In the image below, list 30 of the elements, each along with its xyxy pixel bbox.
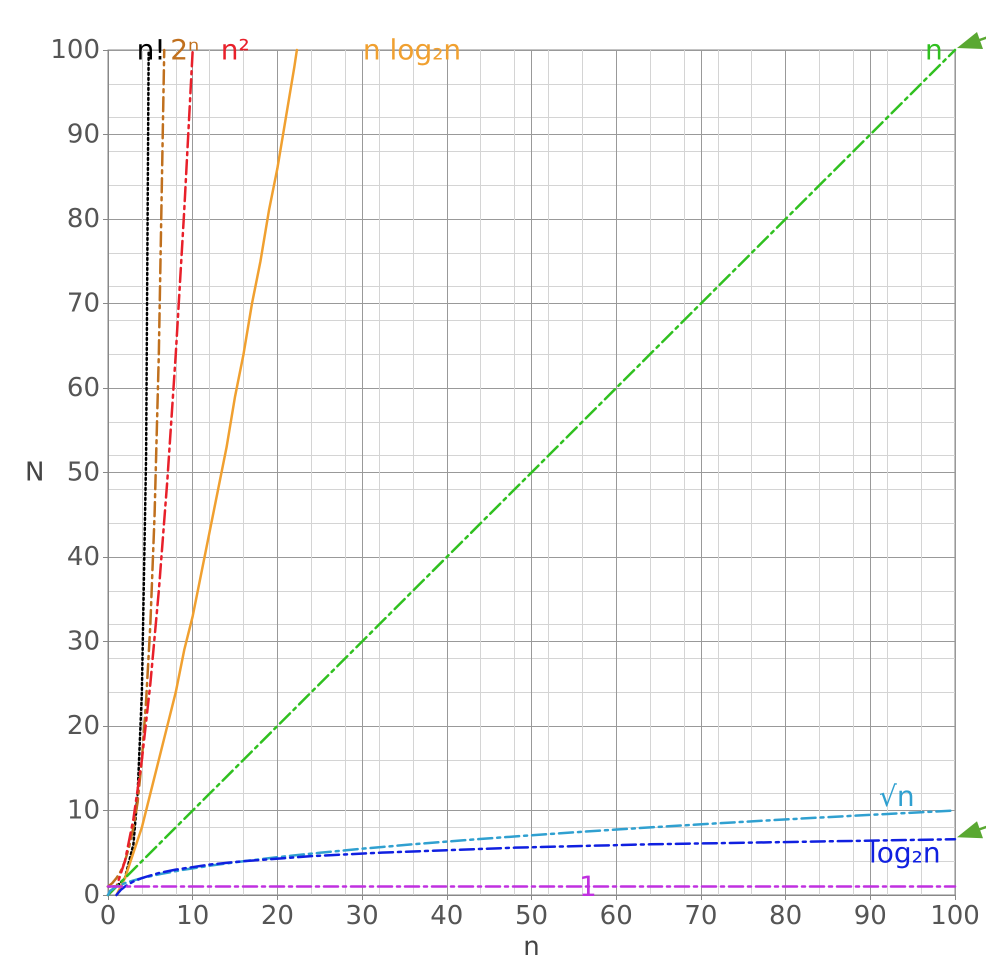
series-label: log₂n	[869, 836, 941, 870]
y-tick-label: 50	[66, 458, 100, 488]
y-tick-label: 60	[66, 373, 100, 403]
y-tick-label: 80	[66, 204, 100, 234]
x-tick-label: 80	[769, 901, 802, 931]
x-tick-label: 50	[514, 901, 548, 931]
y-axis-title: N	[25, 458, 44, 488]
series-label: n²	[220, 34, 250, 66]
x-tick-label: 30	[346, 901, 379, 931]
x-tick-label: 90	[854, 901, 887, 931]
series-label: √n	[879, 780, 915, 813]
x-tick-label: 20	[260, 901, 294, 931]
y-tick-label: 90	[66, 120, 100, 150]
x-tick-label: 70	[684, 901, 718, 931]
series-label: 2ⁿ	[170, 34, 200, 66]
series-label: n	[925, 34, 943, 66]
y-tick-label: 20	[66, 711, 100, 741]
y-tick-label: 10	[66, 796, 100, 826]
y-tick-label: 100	[50, 35, 100, 65]
x-tick-label: 40	[430, 901, 464, 931]
series-label: n!	[136, 34, 166, 66]
x-tick-label: 100	[930, 901, 980, 931]
y-tick-label: 0	[83, 880, 100, 910]
x-tick-label: 10	[176, 901, 210, 931]
x-axis-title: n	[523, 932, 540, 962]
y-tick-label: 30	[66, 626, 100, 656]
y-tick-label: 40	[66, 542, 100, 572]
y-tick-label: 70	[66, 288, 100, 318]
x-tick-label: 60	[600, 901, 633, 931]
line-series	[115, 838, 956, 896]
